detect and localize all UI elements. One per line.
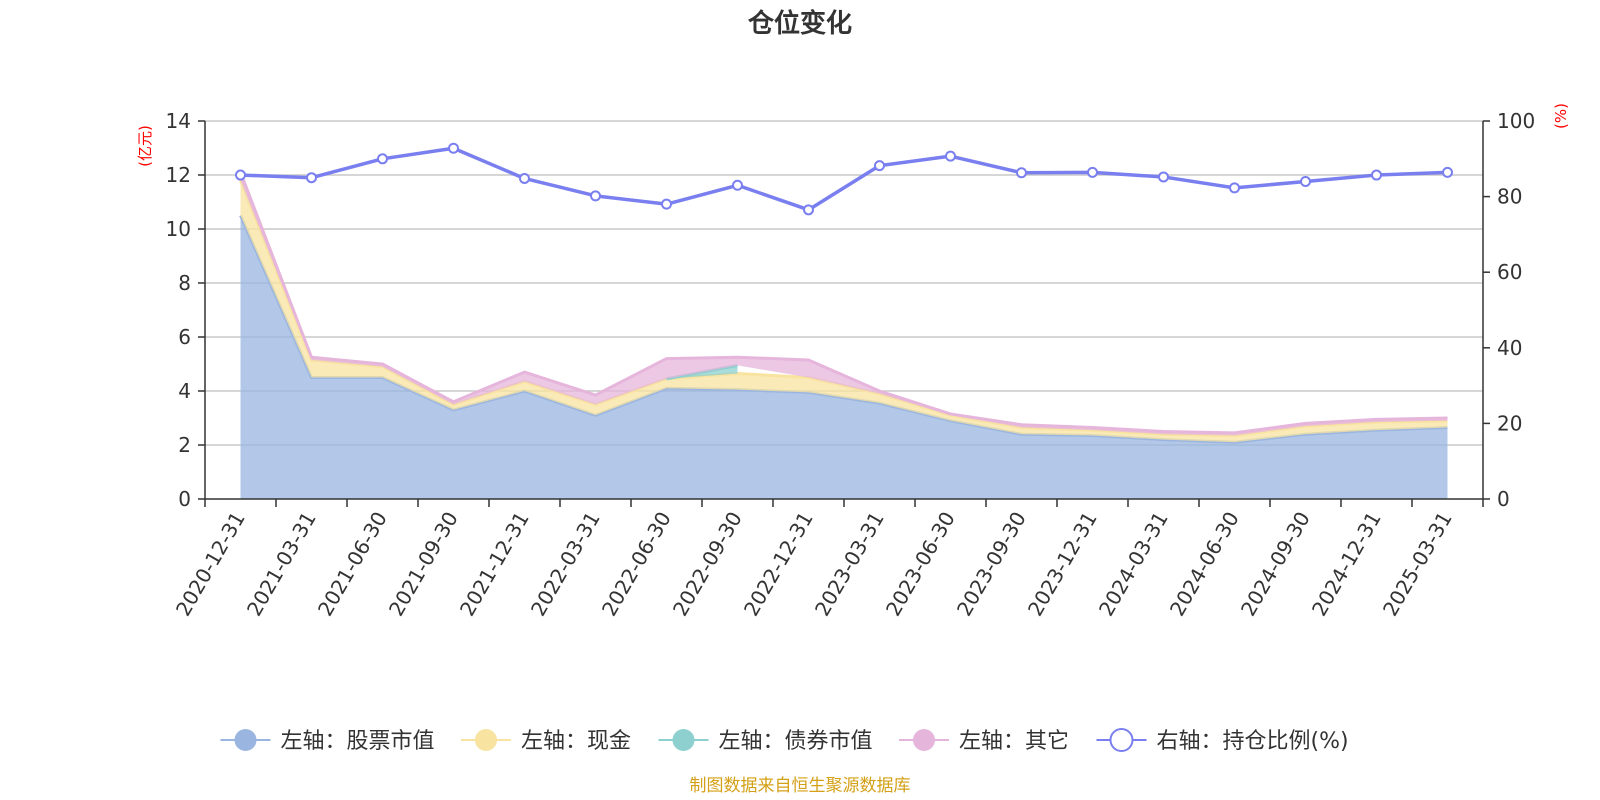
ratio-point [448, 142, 459, 154]
legend-circle-icon [672, 729, 695, 751]
x-axis-tick-label: 2025-03-31 [1378, 508, 1457, 621]
x-axis-tick-label: 2021-06-30 [313, 508, 392, 621]
right-axis-tick-label: 80 [1497, 185, 1522, 209]
left-axis-tick-label: 8 [178, 271, 191, 295]
ratio-point [874, 160, 885, 172]
ratio-point [377, 153, 388, 165]
x-axis-tick-label: 2024-09-30 [1236, 508, 1315, 621]
legend-item: 左轴：股票市值 [220, 729, 435, 754]
x-axis-tick-label: 2021-09-30 [384, 508, 463, 621]
x-axis-tick-label: 2022-12-31 [739, 508, 818, 621]
x-axis-tick-label: 2020-12-31 [171, 508, 250, 621]
ratio-point [590, 190, 601, 202]
right-axis-tick-label: 0 [1497, 487, 1510, 511]
legend-circle-icon [234, 729, 257, 751]
left-axis-tick-label: 14 [166, 109, 191, 133]
legend: 左轴：股票市值 左轴：现金 左轴：债券市值 左轴：其它 右轴：持仓比例(%) [220, 728, 1349, 754]
legend-item: 左轴：其它 [899, 729, 1069, 754]
x-axis-tick-label: 2021-03-31 [242, 508, 321, 621]
area-左轴：现金 [240, 180, 1448, 443]
right-axis-tick-label: 40 [1497, 336, 1522, 360]
legend-item: 左轴：现金 [461, 729, 631, 754]
x-axis-tick-label: 2024-12-31 [1307, 508, 1386, 621]
ratio-point [1158, 171, 1169, 183]
ratio-point [1442, 166, 1453, 178]
legend-hollow-circle-icon [1109, 728, 1134, 752]
right-axis-tick-label: 20 [1497, 411, 1522, 435]
ratio-point [519, 172, 530, 184]
ratio-point [803, 204, 814, 216]
legend-circle-icon [913, 729, 935, 751]
right-axis-tick-label: 60 [1497, 260, 1522, 284]
legend-label: 左轴：债券市值 [719, 729, 873, 754]
right-axis-unit: (%) [1552, 103, 1570, 129]
area-左轴：股票市值 [240, 215, 1448, 499]
legend-label: 左轴：现金 [521, 729, 631, 754]
ratio-point [1300, 175, 1311, 187]
legend-item: 左轴：债券市值 [658, 729, 873, 754]
ratio-point [945, 150, 956, 162]
x-axis-tick-label: 2023-12-31 [1023, 508, 1102, 621]
ratio-line [240, 146, 1448, 212]
ratio-point [661, 198, 672, 210]
ratio-line-series [235, 142, 1453, 216]
x-axis-tick-label: 2022-06-30 [597, 508, 676, 621]
ratio-point [1229, 182, 1240, 194]
x-axis-tick-label: 2022-09-30 [668, 508, 747, 621]
area-line-左轴：其它 [239, 171, 1448, 435]
x-axis-tick-label: 2024-06-30 [1165, 508, 1244, 621]
right-axis-tick-label: 100 [1497, 109, 1535, 133]
x-axis-tick-label: 2023-06-30 [881, 508, 960, 621]
ratio-point [235, 169, 246, 181]
x-axis-tick-label: 2024-03-31 [1094, 508, 1173, 621]
left-axis-tick-label: 0 [178, 487, 191, 511]
ratio-point [1371, 169, 1382, 181]
left-axis-tick-label: 10 [166, 217, 191, 241]
legend-label: 左轴：其它 [959, 729, 1069, 754]
x-axis-tick-label: 2023-03-31 [810, 508, 889, 621]
legend-label: 左轴：股票市值 [281, 729, 435, 754]
ratio-point [306, 172, 317, 184]
left-axis-tick-label: 2 [178, 433, 191, 457]
ratio-point [732, 179, 743, 191]
left-axis-tick-label: 4 [178, 379, 191, 403]
ratio-point [1016, 167, 1027, 179]
x-axis-tick-label: 2023-09-30 [952, 508, 1031, 621]
chart-title: 仓位变化 [747, 8, 852, 39]
left-axis-tick-label: 6 [178, 325, 191, 349]
legend-item: 右轴：持仓比例(%) [1096, 728, 1349, 754]
legend-circle-icon [475, 729, 497, 751]
x-axis-tick-label: 2021-12-31 [455, 508, 534, 621]
ratio-point [1087, 166, 1098, 178]
area-左轴：其它 [240, 172, 1448, 436]
left-axis-tick-label: 12 [166, 163, 191, 187]
legend-label: 右轴：持仓比例(%) [1157, 729, 1349, 754]
area-series [239, 171, 1448, 499]
data-source-note: 制图数据来自恒生聚源数据库 [690, 776, 911, 796]
left-axis-unit: (亿元) [136, 125, 154, 167]
x-axis-tick-label: 2022-03-31 [526, 508, 605, 621]
